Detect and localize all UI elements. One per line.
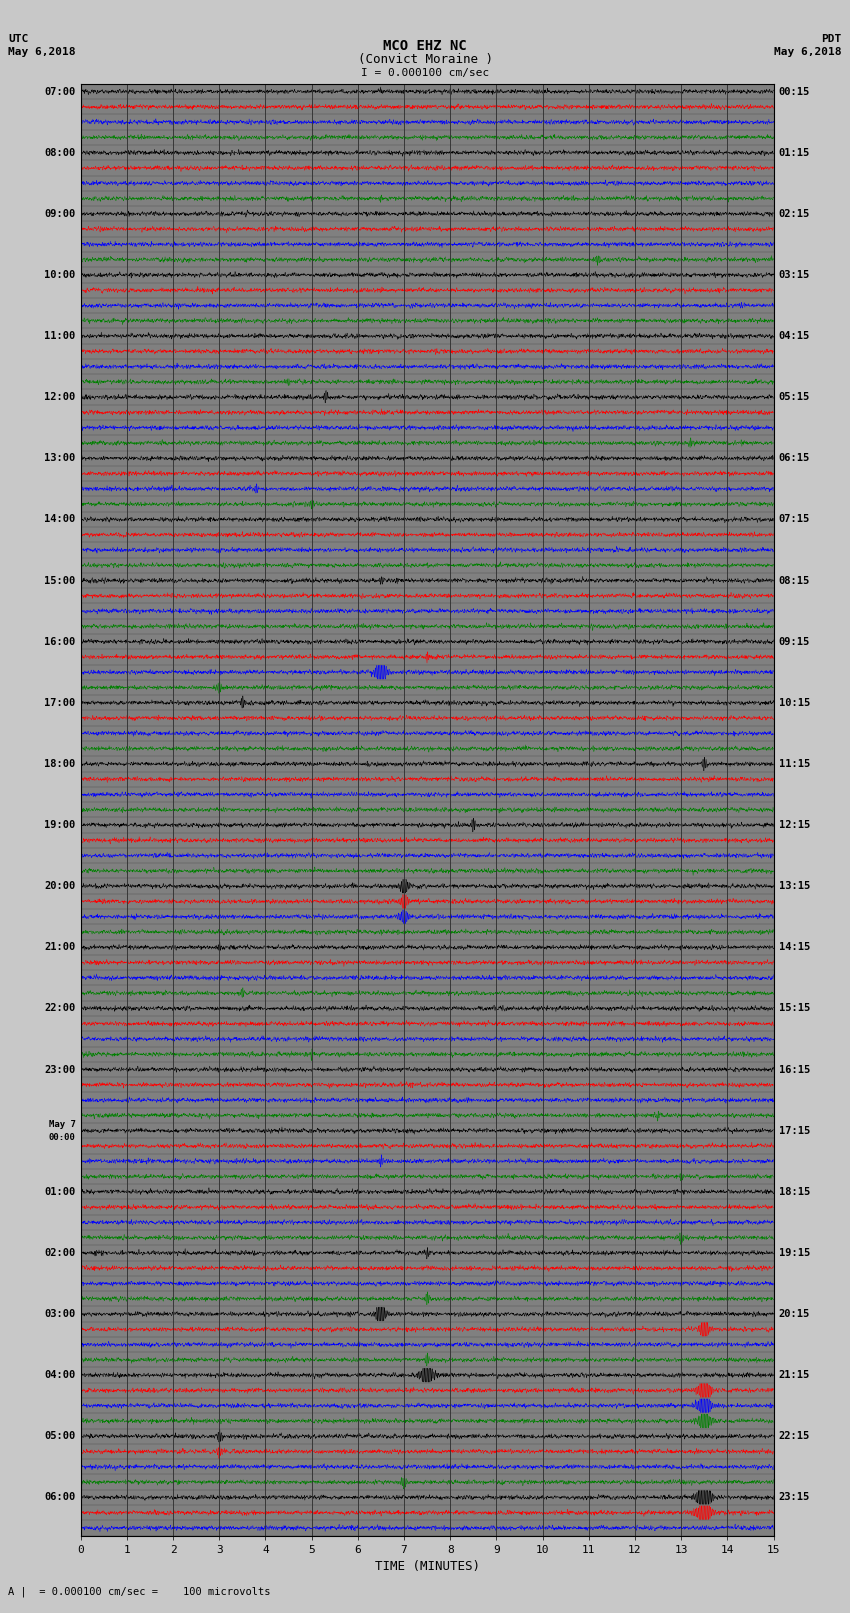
- Text: 09:15: 09:15: [779, 637, 810, 647]
- Text: 10:15: 10:15: [779, 698, 810, 708]
- Text: 11:15: 11:15: [779, 758, 810, 769]
- Text: 06:15: 06:15: [779, 453, 810, 463]
- Text: 01:15: 01:15: [779, 148, 810, 158]
- Text: 12:15: 12:15: [779, 819, 810, 831]
- Text: 01:00: 01:00: [44, 1187, 76, 1197]
- Text: 00:15: 00:15: [779, 87, 810, 97]
- Text: 14:15: 14:15: [779, 942, 810, 952]
- Text: 12:00: 12:00: [44, 392, 76, 402]
- Text: May 6,2018: May 6,2018: [774, 47, 842, 56]
- Text: 22:00: 22:00: [44, 1003, 76, 1013]
- Text: 16:15: 16:15: [779, 1065, 810, 1074]
- Text: 18:00: 18:00: [44, 758, 76, 769]
- Text: 13:15: 13:15: [779, 881, 810, 890]
- Text: 19:15: 19:15: [779, 1248, 810, 1258]
- Text: 23:00: 23:00: [44, 1065, 76, 1074]
- Text: 21:00: 21:00: [44, 942, 76, 952]
- Text: MCO EHZ NC: MCO EHZ NC: [383, 39, 467, 53]
- Text: A |  = 0.000100 cm/sec =    100 microvolts: A | = 0.000100 cm/sec = 100 microvolts: [8, 1586, 271, 1597]
- Text: 08:00: 08:00: [44, 148, 76, 158]
- Text: 20:15: 20:15: [779, 1310, 810, 1319]
- Text: 17:15: 17:15: [779, 1126, 810, 1136]
- Text: (Convict Moraine ): (Convict Moraine ): [358, 53, 492, 66]
- Text: 07:00: 07:00: [44, 87, 76, 97]
- Text: 22:15: 22:15: [779, 1431, 810, 1442]
- Text: 00:00: 00:00: [48, 1132, 76, 1142]
- Text: 14:00: 14:00: [44, 515, 76, 524]
- Text: 07:15: 07:15: [779, 515, 810, 524]
- Text: 20:00: 20:00: [44, 881, 76, 890]
- Text: 03:15: 03:15: [779, 269, 810, 281]
- Text: 17:00: 17:00: [44, 698, 76, 708]
- Text: 19:00: 19:00: [44, 819, 76, 831]
- Text: 08:15: 08:15: [779, 576, 810, 586]
- Text: 06:00: 06:00: [44, 1492, 76, 1502]
- Text: 18:15: 18:15: [779, 1187, 810, 1197]
- Text: 15:00: 15:00: [44, 576, 76, 586]
- Text: 10:00: 10:00: [44, 269, 76, 281]
- Text: 09:00: 09:00: [44, 208, 76, 219]
- Text: 04:00: 04:00: [44, 1369, 76, 1381]
- Text: UTC: UTC: [8, 34, 29, 44]
- Text: 03:00: 03:00: [44, 1310, 76, 1319]
- X-axis label: TIME (MINUTES): TIME (MINUTES): [375, 1560, 479, 1573]
- Text: 16:00: 16:00: [44, 637, 76, 647]
- Text: 23:15: 23:15: [779, 1492, 810, 1502]
- Text: 21:15: 21:15: [779, 1369, 810, 1381]
- Text: 13:00: 13:00: [44, 453, 76, 463]
- Text: I = 0.000100 cm/sec: I = 0.000100 cm/sec: [361, 68, 489, 77]
- Text: 04:15: 04:15: [779, 331, 810, 340]
- Text: 15:15: 15:15: [779, 1003, 810, 1013]
- Text: 05:00: 05:00: [44, 1431, 76, 1442]
- Text: May 7: May 7: [48, 1119, 76, 1129]
- Text: 05:15: 05:15: [779, 392, 810, 402]
- Text: PDT: PDT: [821, 34, 842, 44]
- Text: 11:00: 11:00: [44, 331, 76, 340]
- Text: 02:00: 02:00: [44, 1248, 76, 1258]
- Text: 02:15: 02:15: [779, 208, 810, 219]
- Text: May 6,2018: May 6,2018: [8, 47, 76, 56]
